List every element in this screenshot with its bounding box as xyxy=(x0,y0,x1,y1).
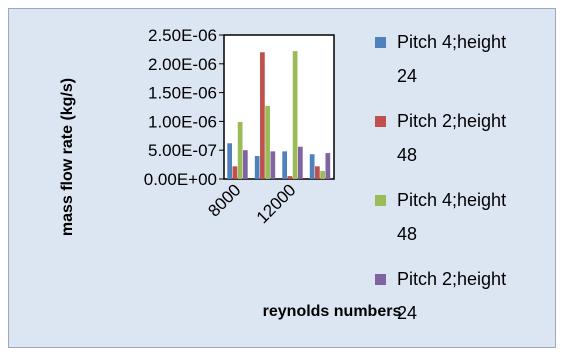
y-tick-label: 2.50E-06 xyxy=(148,26,217,45)
y-tick-label: 1.00E-06 xyxy=(148,112,217,131)
legend-label: Pitch 4;height 24 xyxy=(397,32,506,86)
bar xyxy=(265,105,270,179)
y-axis-title: mass flow rate (kg/s) xyxy=(59,78,76,236)
y-axis-ticks: 0.00E+00 5.00E-07 1.00E-06 1.50E-06 2.00E-06… xyxy=(144,26,224,189)
bar xyxy=(320,170,325,179)
bar xyxy=(282,151,288,179)
legend-swatch xyxy=(375,116,386,127)
bar xyxy=(260,52,265,179)
y-tick-label: 2.00E-06 xyxy=(148,55,217,74)
y-tick-label: 5.00E-07 xyxy=(148,141,217,160)
legend-label: Pitch 2;height 48 xyxy=(397,111,506,165)
bar xyxy=(242,150,248,179)
y-tick-label: 0.00E+00 xyxy=(144,170,217,189)
x-axis-ticks: 8000 12000 xyxy=(204,180,299,227)
bars-group xyxy=(227,51,331,179)
bar xyxy=(232,166,238,179)
bar xyxy=(287,176,293,179)
bar xyxy=(254,155,260,179)
legend-swatch xyxy=(375,37,386,48)
legend-swatch xyxy=(375,195,386,206)
bar xyxy=(292,51,298,179)
y-tick-label: 1.50E-06 xyxy=(148,84,217,103)
legend-label: Pitch 2;height 24 xyxy=(397,269,506,323)
x-tick-label: 12000 xyxy=(253,180,300,227)
legend: Pitch 4;height 24 Pitch 2;height 48 Pitch 4;… xyxy=(375,32,506,323)
x-axis-title: reynolds numbers xyxy=(263,303,402,320)
bar xyxy=(227,143,233,179)
bar xyxy=(315,166,320,179)
bar xyxy=(237,121,243,179)
bar xyxy=(309,154,315,179)
bar xyxy=(325,153,331,179)
legend-label: Pitch 4;height 48 xyxy=(397,190,506,244)
bar xyxy=(270,151,276,179)
legend-swatch xyxy=(375,274,386,285)
bar xyxy=(297,146,303,179)
